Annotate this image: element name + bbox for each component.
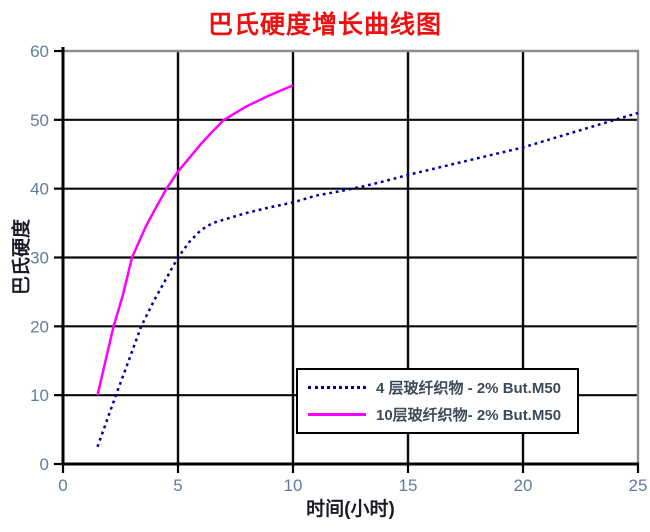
series-curves — [96, 84, 639, 448]
x-tick-label: 5 — [173, 476, 182, 495]
tick-labels: 0 10 20 30 40 50 60 0 5 10 15 20 25 — [30, 42, 647, 495]
x-tick-label: 20 — [514, 476, 533, 495]
y-tick-label: 30 — [30, 249, 49, 268]
x-tick-label: 15 — [399, 476, 418, 495]
legend-line-sample-solid — [308, 413, 366, 416]
chart-title: 巴氏硬度增长曲线图 — [207, 11, 442, 39]
y-tick-label: 40 — [30, 180, 49, 199]
legend-line-sample-dotted — [308, 386, 366, 389]
y-tick-label: 10 — [30, 386, 49, 405]
x-tick-label: 10 — [284, 476, 303, 495]
legend-box: 4 层玻纤织物 - 2% But.M50 10层玻纤织物- 2% But.M50 — [296, 368, 579, 434]
legend-label-series2: 10层玻纤织物- 2% But.M50 — [376, 407, 562, 424]
x-axis-title: 时间(小时) — [306, 499, 395, 520]
y-tick-label: 20 — [30, 317, 49, 336]
series-curve-1 — [96, 111, 639, 448]
y-axis-title-text: 巴氏硬度 — [11, 218, 33, 296]
y-tick-label: 0 — [40, 455, 49, 474]
y-tick-label: 60 — [30, 42, 49, 61]
gridlines — [63, 51, 638, 464]
plot-border — [63, 49, 640, 464]
axis-ticks — [54, 49, 640, 473]
x-tick-label: 0 — [58, 476, 67, 495]
x-tick-label: 25 — [629, 476, 648, 495]
legend-entry-series2: 10层玻纤织物- 2% But.M50 — [308, 404, 567, 425]
y-tick-label: 50 — [30, 111, 49, 130]
legend-entry-series1: 4 层玻纤织物 - 2% But.M50 — [308, 377, 567, 398]
series-curve-2 — [96, 84, 294, 396]
legend-label-series1: 4 层玻纤织物 - 2% But.M50 — [376, 380, 562, 397]
